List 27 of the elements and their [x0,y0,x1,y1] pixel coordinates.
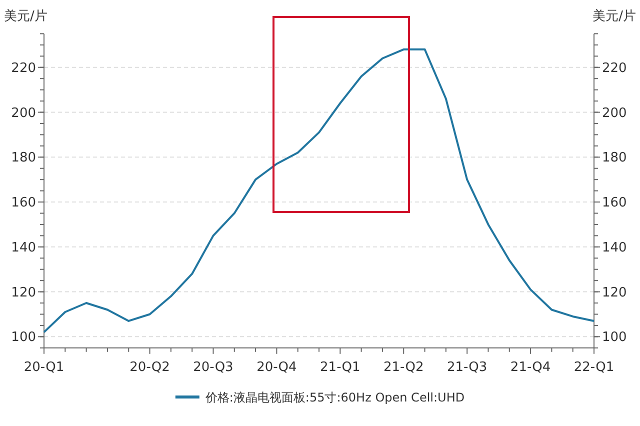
x-tick-label: 21-Q2 [384,360,424,375]
y-tick-label: 200 [11,106,36,121]
y2-tick-label: 200 [602,106,627,121]
y-tick-label: 120 [11,285,36,300]
y-tick-label: 100 [11,330,36,346]
y-axis-title: 美元/片 [4,8,48,24]
y2-tick-label: 100 [602,330,627,346]
y2-tick-label: 220 [602,60,627,76]
y2-tick-label: 140 [602,240,627,256]
y2-tick-label: 160 [602,196,627,211]
y2-axis-title: 美元/片 [592,8,636,24]
x-tick-label: 21-Q1 [320,360,360,375]
x-tick-label: 20-Q3 [193,360,234,375]
x-tick-label: 20-Q2 [130,360,170,375]
y-tick-label: 140 [11,240,36,256]
x-tick-label: 20-Q1 [24,360,64,375]
y2-tick-label: 120 [602,285,627,300]
y-tick-label: 180 [11,150,36,166]
x-tick-label: 21-Q4 [510,360,551,375]
x-tick-label: 22-Q1 [574,360,614,375]
y2-tick-label: 180 [602,150,627,166]
x-tick-label: 20-Q4 [256,360,297,375]
x-tick-label: 21-Q3 [446,360,488,375]
line-series [43,48,595,334]
y-tick-label: 220 [11,60,36,76]
y-tick-label: 160 [11,196,36,211]
legend-label: 价格:液晶电视面板:55寸:60Hz Open Cell:UHD [204,390,465,404]
